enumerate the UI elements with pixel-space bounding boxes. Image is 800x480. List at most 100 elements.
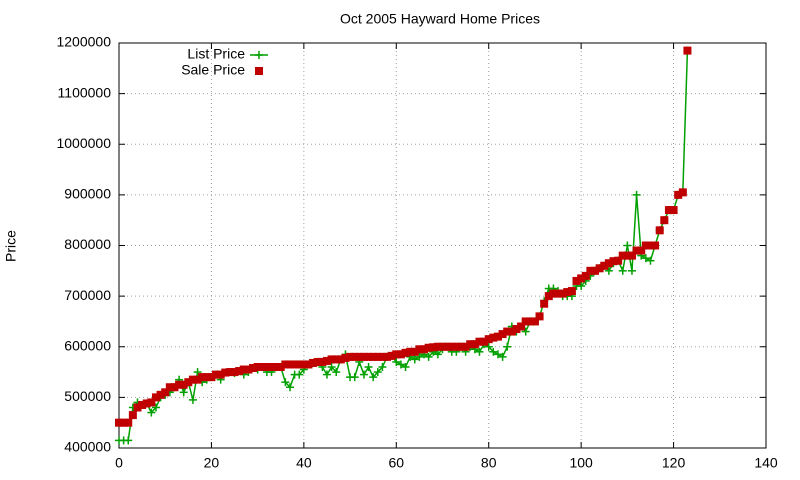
sale-point	[461, 342, 470, 351]
sale-point	[507, 327, 516, 336]
legend-marker	[255, 51, 263, 59]
legend-marker	[255, 67, 263, 75]
sale-point	[540, 299, 549, 308]
list-point	[179, 388, 188, 397]
sale-point	[207, 373, 216, 382]
list-point	[378, 363, 387, 371]
sale-point	[549, 289, 558, 298]
sale-point	[327, 355, 336, 364]
x-tick-label: 0	[115, 455, 123, 471]
sale-point	[249, 364, 258, 373]
y-tick-label: 700000	[64, 287, 111, 303]
sale-point	[235, 367, 244, 376]
list-point	[632, 190, 641, 199]
sale-point	[133, 403, 142, 412]
list-point	[646, 256, 655, 265]
sale-point	[383, 352, 392, 361]
sale-point	[563, 288, 572, 297]
sale-point	[161, 388, 170, 397]
list-point	[521, 327, 530, 336]
list-point	[350, 373, 359, 382]
sale-point	[230, 368, 239, 377]
sale-point	[336, 355, 345, 364]
list-point	[359, 370, 368, 379]
sale-point	[341, 353, 350, 362]
list-point	[124, 436, 133, 445]
y-tick-label: 500000	[64, 388, 111, 404]
sale-point	[618, 251, 627, 260]
sale-point	[128, 411, 137, 420]
sale-point	[281, 360, 290, 369]
sale-point	[313, 357, 322, 366]
list-point	[627, 266, 636, 275]
sale-point	[503, 327, 512, 336]
sale-point	[614, 256, 623, 265]
y-axis-label: Price	[3, 230, 19, 262]
list-point	[193, 368, 202, 377]
sale-point	[364, 352, 373, 361]
sale-point	[433, 342, 442, 351]
sale-point	[267, 363, 276, 371]
list-point	[151, 403, 160, 412]
list-point	[475, 347, 484, 356]
sale-point	[138, 400, 147, 409]
sale-point	[600, 261, 609, 270]
sale-point	[678, 188, 687, 197]
sale-point	[276, 363, 285, 371]
sale-point	[637, 246, 646, 255]
sale-point	[151, 393, 160, 402]
sale-point	[641, 241, 650, 250]
list-point	[604, 266, 613, 275]
sale-point	[253, 363, 262, 371]
sale-point	[221, 368, 230, 377]
sale-point	[623, 251, 632, 260]
sale-point	[410, 347, 419, 356]
sale-point	[591, 266, 600, 275]
sale-point	[535, 312, 544, 321]
list-point	[498, 352, 507, 361]
list-point	[410, 355, 419, 364]
sale-point	[443, 342, 452, 351]
sale-point	[429, 343, 438, 352]
sale-point	[664, 206, 673, 215]
legend-label: Sale Price	[181, 62, 245, 78]
sale-point	[165, 383, 174, 392]
sale-point	[480, 337, 489, 346]
sale-point	[530, 317, 539, 326]
list-point	[364, 363, 373, 371]
list-point	[327, 363, 336, 371]
list-point	[285, 383, 294, 392]
list-point	[392, 357, 401, 366]
sale-point	[558, 289, 567, 298]
sale-point	[470, 340, 479, 349]
sale-point	[493, 332, 502, 341]
list-point	[147, 408, 156, 417]
y-tick-label: 1100000	[58, 84, 112, 100]
sale-point	[387, 351, 396, 360]
list-point	[489, 347, 498, 356]
sale-point	[447, 342, 456, 351]
sale-point	[258, 363, 267, 371]
y-tick-label: 1000000	[56, 135, 111, 151]
list-point	[295, 370, 304, 379]
sale-point	[175, 380, 184, 389]
x-tick-label: 140	[754, 455, 778, 471]
sale-point	[609, 257, 618, 266]
list-point	[369, 373, 378, 382]
sale-point	[124, 418, 133, 427]
sale-point	[262, 363, 271, 371]
list-point	[484, 342, 493, 351]
sale-point	[244, 365, 253, 374]
sale-point	[332, 355, 341, 364]
sale-point	[304, 360, 313, 369]
sale-point	[119, 418, 128, 427]
list-point	[188, 395, 197, 404]
sale-point	[198, 373, 207, 382]
sale-point	[567, 287, 576, 296]
sale-point	[452, 342, 461, 351]
y-tick-label: 1200000	[56, 34, 111, 50]
list-point	[618, 266, 627, 275]
list-point	[623, 241, 632, 250]
